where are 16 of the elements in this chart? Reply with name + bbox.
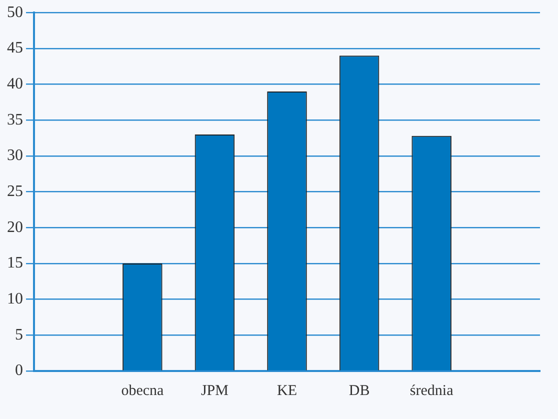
y-tick-label: 40: [7, 75, 23, 92]
y-tick-label: 25: [7, 183, 23, 200]
y-tick-label: 10: [7, 290, 23, 308]
y-tick-label: 50: [7, 4, 23, 21]
y-tick-label: 45: [7, 40, 23, 57]
x-tick-label: średnia: [410, 382, 454, 399]
y-tick-label: 0: [15, 362, 23, 380]
x-tick-label: obecna: [121, 382, 164, 399]
x-tick-label: DB: [348, 382, 370, 399]
y-tick-label: 30: [7, 147, 23, 164]
y-tick-label: 15: [7, 254, 23, 272]
x-tick-label: KE: [277, 382, 297, 399]
x-tick-label: JPM: [200, 382, 228, 399]
y-tick-label: 35: [7, 111, 23, 128]
y-tick-label: 20: [7, 218, 23, 236]
y-tick-label: 5: [15, 326, 23, 344]
